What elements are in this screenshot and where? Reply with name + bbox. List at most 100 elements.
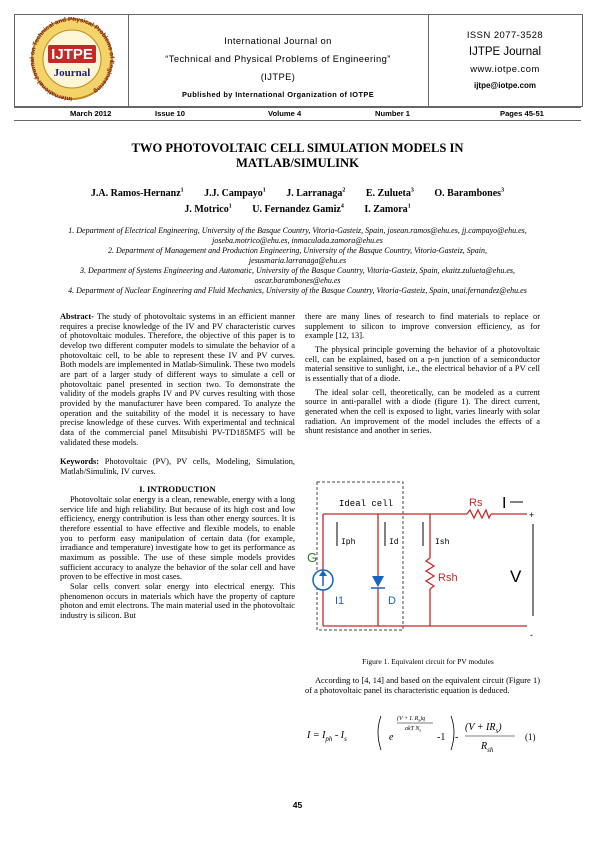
eq-part: R [480,741,487,752]
figure-caption: Figure 1. Equivalent circuit for PV modu… [362,657,494,666]
eq-number: (1) [525,732,536,742]
author-name: J. Motrico [184,203,229,215]
svg-text:-: - [455,732,458,743]
author-name: J.A. Ramos-Hernanz [90,188,181,200]
header-line: “Technical and Physical Problems of Engi… [165,53,391,64]
equation: I = Iph - Is e (V + I. Rs)q akT Ns -1 - … [306,715,536,754]
author-name: E. Zulueta [365,188,411,200]
eq-part: I = I [306,730,326,741]
abstract-text: The study of photovoltaic systems in an … [60,312,295,447]
label: Iph [341,538,356,547]
eq-part: - I [332,730,344,741]
paragraph: there are many lines of research to find… [305,312,540,341]
affiliation: 1. Department of Electrical Engineering,… [68,226,527,245]
ideal-cell-box [316,481,404,631]
svg-text:(V + I. Rs)q: (V + I. Rs)q [397,715,425,723]
left-column: Abstract- The study of photovoltaic syst… [60,312,295,621]
author-affiliation: 2 [342,188,346,194]
page-number: 45 [292,800,303,810]
keywords-label: Keywords: [60,457,100,467]
author: O. Barambones3 [434,188,504,199]
author: E. Zulueta3 [366,188,414,199]
logo-band [48,45,96,63]
svg-text:akT Ns: akT Ns [405,726,421,733]
info-item: Volume 4 [268,109,302,118]
label: + [529,510,534,520]
eq-part: s [418,718,420,723]
journal-name: IJTPE Journal [468,46,542,58]
author-name: I. Zamora [364,203,408,215]
author: J. Larranaga2 [286,188,345,199]
header-right: ISSN 2077-3528 IJTPE Journal www.iotpe.c… [430,27,580,95]
eq-part: ph [324,735,333,743]
eq-part: s [495,727,498,735]
eq-part: e [389,732,394,743]
paragraph: According to [4, 14] and based on the eq… [305,676,540,695]
eq-part: sh [487,746,494,754]
paper-title: TWO PHOTOVOLTAIC CELL SIMULATION MODELS … [131,141,464,170]
eq-part: -1 [437,732,445,743]
eq-part: (V + IR [465,722,495,733]
section-heading: I. INTRODUCTION [139,483,216,494]
email: ijtpe@iotpe.com [473,81,537,90]
source-arrowhead [319,570,327,576]
eq-part: akT N [405,726,420,732]
info-item: Pages 45-51 [500,109,544,118]
label: Ideal cell [339,499,393,509]
author-affiliation: 1 [262,188,266,194]
eq-part: s [419,728,421,733]
svg-text:Rsh: Rsh [480,741,494,754]
info-bar: March 2012 Issue 10 Volume 4 Number 1 Pa… [14,107,581,121]
author: U. Fernandez Gamiz4 [252,203,344,215]
issn: ISSN 2077-3528 [466,29,544,40]
paragraph: The physical principle governing the beh… [305,344,540,383]
header-divider [128,14,129,106]
info-item: March 2012 [70,109,112,118]
author-name: J.J. Campayo [204,188,263,200]
author-affiliation: 1 [407,203,411,210]
author: I. Zamora1 [364,203,411,215]
eq-part: )q [419,715,425,722]
author-affiliation: 3 [410,188,414,194]
label: V [510,567,522,586]
label: Rsh [438,572,458,584]
label: Id [389,538,399,547]
logo-word: Journal [54,67,91,79]
circuit-figure: Ideal cell Iph Id Ish Rs I + G I1 D Rsh … [307,481,534,640]
label: G [307,550,317,565]
label: Ish [435,538,450,547]
author: J.J. Campayo1 [204,188,266,199]
authors: J.A. Ramos-Hernanz1 J.J. Campayo1 J. Lar… [40,185,555,216]
right-column: there are many lines of research to find… [305,312,540,436]
author-affiliation: 3 [501,188,505,194]
label: I1 [335,595,344,607]
eq-part: s [344,735,347,743]
affiliation: 2. Department of Management and Producti… [107,246,488,265]
author-affiliation: 1 [180,188,184,194]
logo-mark: IJTPE [51,46,93,63]
header-center: International Journal on “Technical and … [130,32,426,104]
affiliation: 3. Department of Systems Engineering and… [79,266,515,285]
abstract: Abstract- The study of photovoltaic syst… [60,312,295,447]
author: J.A. Ramos-Hernanz1 [91,188,184,199]
keywords: Keywords: Photovoltaic (PV), PV cells, M… [60,457,295,476]
label: Rs [469,497,483,509]
website: www.iotpe.com [470,63,540,74]
info-item: Number 1 [375,109,411,118]
info-item: Issue 10 [155,109,185,118]
header-line: International Journal on [224,35,332,46]
current-arrows [336,501,534,616]
paragraph: Photovoltaic solar energy is a clean, re… [60,495,295,582]
author: J. Motrico1 [184,203,231,215]
paragraph: Solar cells convert solar energy into el… [60,582,295,621]
paren [450,715,455,751]
label: I [502,495,506,512]
affiliation: 4. Department of Nuclear Engineering and… [68,286,527,295]
author-name: U. Fernandez Gamiz [252,203,341,215]
eq-part: (V + I. R [397,715,419,722]
label: - [530,630,533,640]
right-column-bottom: According to [4, 14] and based on the eq… [305,676,540,695]
wires [322,508,527,627]
